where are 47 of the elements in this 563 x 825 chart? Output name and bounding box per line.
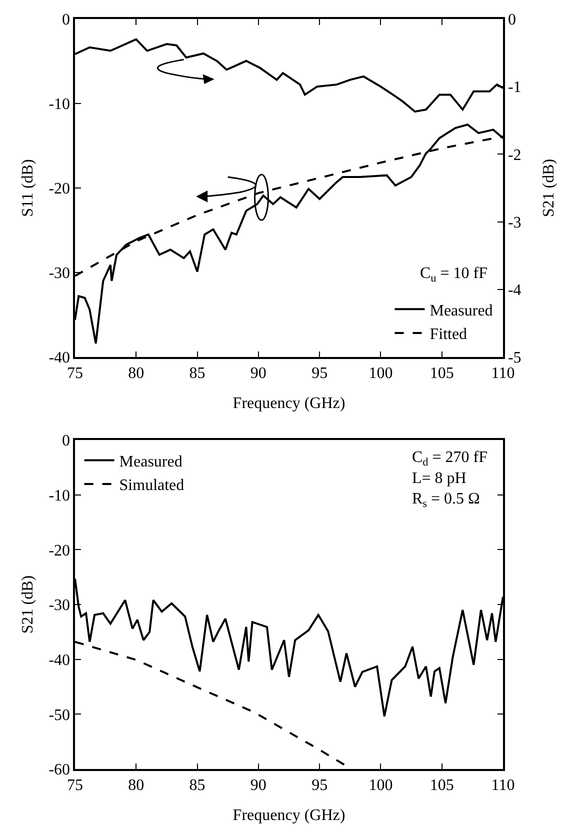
x-axis-title: Frequency (GHz) — [232, 807, 346, 824]
y2-tick-label: -4 — [508, 282, 522, 299]
x-axis-title: Frequency (GHz) — [232, 395, 346, 412]
y-tick-label: 0 — [62, 432, 70, 450]
x-tick-label: 90 — [250, 364, 266, 382]
annotation: R$_{s}$ = 0.5 Ω — [412, 490, 480, 510]
x-tick-label: 75 — [67, 364, 83, 382]
legend-label: Measured — [430, 302, 493, 320]
y-axis-title: S11 (dB) — [20, 159, 36, 217]
y-tick-label: -10 — [48, 96, 70, 114]
legend-label: Fitted — [430, 326, 468, 344]
y-tick-label: -10 — [48, 487, 70, 504]
annotation: C$_{d}$ = 270 fF — [412, 449, 488, 468]
y2-tick-label: 0 — [508, 12, 516, 29]
x-tick-label: 110 — [491, 364, 515, 382]
y2-tick-label: -5 — [508, 350, 522, 367]
y-axis-title: S21 (dB) — [20, 575, 36, 634]
y-tick-label: -20 — [48, 180, 70, 198]
y-tick-label: -60 — [48, 762, 70, 779]
legend-label: Measured — [119, 453, 182, 470]
x-tick-label: 90 — [250, 776, 266, 794]
x-tick-label: 75 — [67, 776, 83, 794]
x-tick-label: 110 — [491, 776, 515, 794]
x-tick-label: 105 — [430, 364, 454, 382]
y2-tick-label: -3 — [508, 214, 522, 232]
y-tick-label: 0 — [62, 12, 70, 29]
annotation: C$_{u}$ = 10 fF — [420, 265, 488, 284]
legend-label: Simulated — [119, 477, 184, 494]
x-tick-label: 100 — [368, 776, 393, 794]
x-tick-label: 80 — [128, 776, 144, 794]
y2-axis-title: S21 (dB) — [540, 158, 558, 218]
x-tick-label: 95 — [312, 364, 328, 382]
x-tick-label: 80 — [128, 364, 144, 382]
y-tick-label: -20 — [48, 542, 70, 560]
y2-tick-label: -1 — [508, 79, 522, 96]
y-tick-label: -40 — [48, 652, 70, 669]
y-tick-label: -40 — [48, 350, 70, 367]
y2-tick-label: -2 — [508, 146, 522, 164]
y-tick-label: -30 — [48, 265, 70, 282]
y-tick-label: -30 — [48, 597, 70, 614]
x-tick-label: 105 — [430, 776, 454, 794]
y-tick-label: -50 — [48, 706, 70, 724]
x-tick-label: 100 — [368, 364, 393, 382]
x-tick-label: 95 — [312, 776, 328, 794]
x-tick-label: 85 — [189, 364, 206, 382]
x-tick-label: 85 — [189, 776, 206, 794]
annotation: L= 8 pH — [412, 470, 467, 487]
